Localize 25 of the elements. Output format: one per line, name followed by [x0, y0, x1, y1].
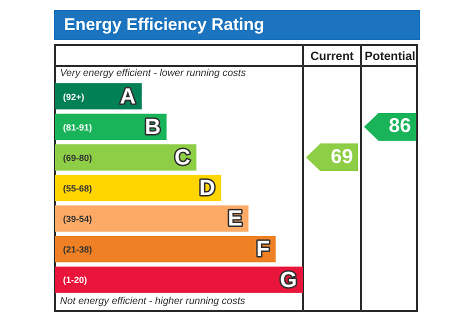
- y-tick-label: C: [174, 144, 190, 170]
- annotation: (81-91): [63, 122, 92, 132]
- y-tick-label: D: [199, 175, 216, 200]
- annotation: (21-38): [63, 244, 92, 255]
- y-tick-label: G: [280, 266, 297, 292]
- y-tick-label: A: [120, 83, 136, 108]
- text: Not energy efficient - higher running costs: [60, 296, 246, 307]
- bar: [55, 174, 222, 202]
- bar: [55, 205, 248, 232]
- annotation: (69-80): [63, 152, 92, 163]
- category-label: Potential: [364, 48, 416, 65]
- y-tick-label: E: [228, 206, 242, 231]
- chart-title: Energy Efficiency Rating: [54, 10, 420, 40]
- category-label: Current: [309, 48, 355, 65]
- text: 86: [388, 115, 411, 138]
- bar: [55, 236, 276, 262]
- bar: [55, 266, 303, 293]
- text: 69: [330, 146, 353, 168]
- annotation: (92+): [63, 92, 84, 102]
- y-tick-label: F: [256, 236, 270, 262]
- y-tick-label: B: [144, 114, 161, 139]
- annotation: (55-68): [63, 183, 92, 194]
- text: Very energy efficient - lower running costs: [60, 68, 246, 79]
- annotation: (1-20): [63, 275, 88, 286]
- annotation: (39-54): [63, 214, 92, 224]
